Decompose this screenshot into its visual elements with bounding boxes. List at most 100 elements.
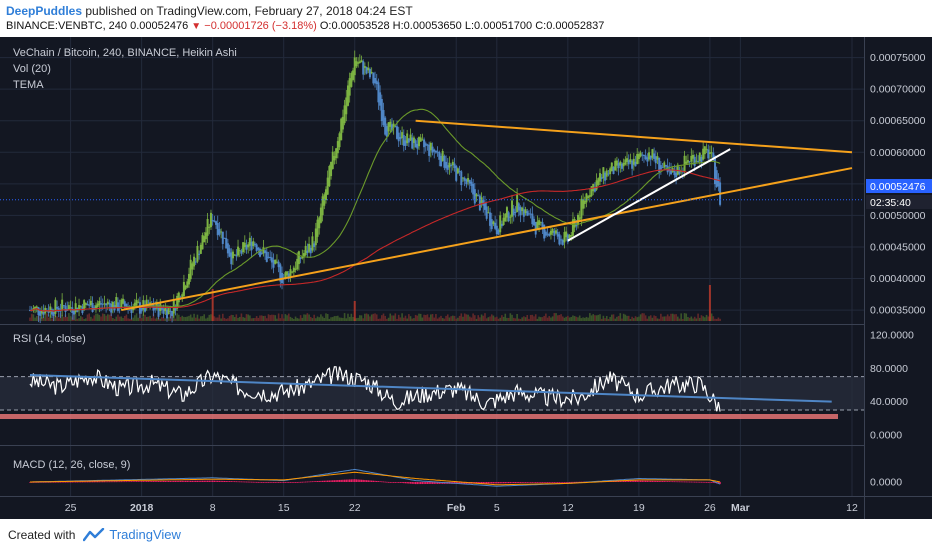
candle-body xyxy=(605,170,608,177)
macd-hist-bar xyxy=(332,480,334,482)
macd-hist-bar xyxy=(291,482,293,483)
volume-bar xyxy=(282,318,285,321)
candle-body xyxy=(233,254,236,256)
macd-hist-bar xyxy=(235,481,238,483)
time-axis[interactable]: 25 2018 8 15 22 Feb 5 12 19 26 Mar 12 xyxy=(65,502,858,514)
volume-bar xyxy=(230,314,233,321)
rsi-axis[interactable]: 120.0000 80.0000 40.0000 0.0000 xyxy=(870,330,914,442)
candle-body xyxy=(539,221,542,223)
macd-hist-bar xyxy=(255,481,258,483)
macd-axis[interactable]: 0.0000 xyxy=(870,477,902,489)
candle-body xyxy=(588,195,591,198)
trendline-orange[interactable] xyxy=(121,167,853,312)
volume-bar xyxy=(528,318,530,321)
volume-bar xyxy=(704,317,706,321)
volume-bar xyxy=(85,318,87,321)
macd-hist-bar xyxy=(675,481,677,483)
candle-body xyxy=(247,244,250,248)
candle-body xyxy=(204,232,207,240)
price-axis[interactable]: 0.00075000 0.00070000 0.00065000 0.00060000… xyxy=(870,52,926,316)
candle-body xyxy=(504,213,507,222)
volume-bar xyxy=(222,313,224,321)
candle-body xyxy=(61,299,64,311)
macd-hist-bar xyxy=(541,482,544,483)
rsi-trendline[interactable] xyxy=(29,374,832,403)
volume-bar xyxy=(213,316,216,321)
candle-body xyxy=(79,305,82,308)
macd-hist-bar xyxy=(516,482,518,483)
candle-body xyxy=(443,155,446,168)
candle-body xyxy=(387,122,390,132)
macd-hist-bar xyxy=(638,480,640,482)
volume-bar xyxy=(88,313,90,321)
candle-body xyxy=(715,170,718,187)
candle-body xyxy=(549,230,552,235)
volume-bar xyxy=(321,316,324,321)
candle-body xyxy=(495,225,498,235)
macd-hist-bar xyxy=(572,481,574,483)
candle-body xyxy=(35,306,38,309)
chart-svg[interactable]: VeChain / Bitcoin, 240, BINANCE, Heikin … xyxy=(0,37,932,519)
price-trendlines[interactable] xyxy=(121,119,853,312)
macd-hist-bar xyxy=(294,482,297,483)
volume-bar xyxy=(215,317,217,321)
volume-bar xyxy=(113,318,116,321)
macd-hist-bar xyxy=(705,481,708,483)
candle-body xyxy=(619,161,622,166)
macd-hist-bar xyxy=(360,479,363,482)
macd-hist-bar xyxy=(137,481,139,482)
volume-bar xyxy=(391,315,393,321)
volume-bar xyxy=(462,316,464,321)
volume-bar xyxy=(377,318,380,321)
macd-hist-bar xyxy=(289,482,292,483)
macd-hist-bar xyxy=(653,480,655,482)
macd-hist-bar xyxy=(416,482,419,485)
volume-bar xyxy=(490,314,493,321)
volume-bar xyxy=(271,314,273,321)
volume-bar xyxy=(188,315,190,321)
macd-hist-bar xyxy=(217,480,219,482)
trendline-white[interactable] xyxy=(567,148,731,242)
candle-body xyxy=(257,247,260,250)
volume-bar xyxy=(233,317,236,321)
candle-body xyxy=(524,209,527,214)
macd-hist-bar xyxy=(232,481,234,482)
candle-body xyxy=(122,298,125,304)
volume-bar xyxy=(364,313,366,321)
macd-hist-bar xyxy=(707,481,709,483)
candle-body xyxy=(499,215,502,233)
volume-bar xyxy=(541,317,544,321)
volume-bar xyxy=(605,315,608,321)
candle-body xyxy=(653,153,656,159)
volume-bar xyxy=(134,315,136,321)
candle-body xyxy=(412,137,415,144)
macd-hist-bar xyxy=(438,482,441,484)
candle-body xyxy=(604,172,607,181)
candle-body xyxy=(74,303,77,313)
volume-bar xyxy=(431,314,434,321)
volume-bar xyxy=(309,316,312,321)
volume-bar xyxy=(556,315,559,321)
volume-bar xyxy=(583,317,586,321)
candle-body xyxy=(620,163,623,169)
candle-body xyxy=(712,152,715,160)
macd-hist-bar xyxy=(86,481,89,483)
volume-bar xyxy=(629,318,632,321)
candle-body xyxy=(375,80,378,85)
trendline-orange[interactable] xyxy=(415,119,853,154)
macd-hist-bar xyxy=(308,481,310,483)
volume-bar xyxy=(191,317,194,321)
chart-area[interactable]: VeChain / Bitcoin, 240, BINANCE, Heikin … xyxy=(0,37,932,519)
candle-body xyxy=(651,149,654,158)
macd-hist-bar xyxy=(719,482,721,485)
candle-body xyxy=(78,305,81,310)
tradingview-link[interactable]: TradingView xyxy=(83,527,181,542)
volume-bar xyxy=(600,318,603,321)
candle-body xyxy=(130,307,133,314)
macd-hist-bar xyxy=(259,482,261,483)
author-link[interactable]: DeepPuddles xyxy=(6,4,83,18)
candle-body xyxy=(88,304,91,306)
candle-body xyxy=(199,244,202,254)
published-text: published on TradingView.com, February 2… xyxy=(85,4,413,18)
volume-bar xyxy=(397,314,400,321)
